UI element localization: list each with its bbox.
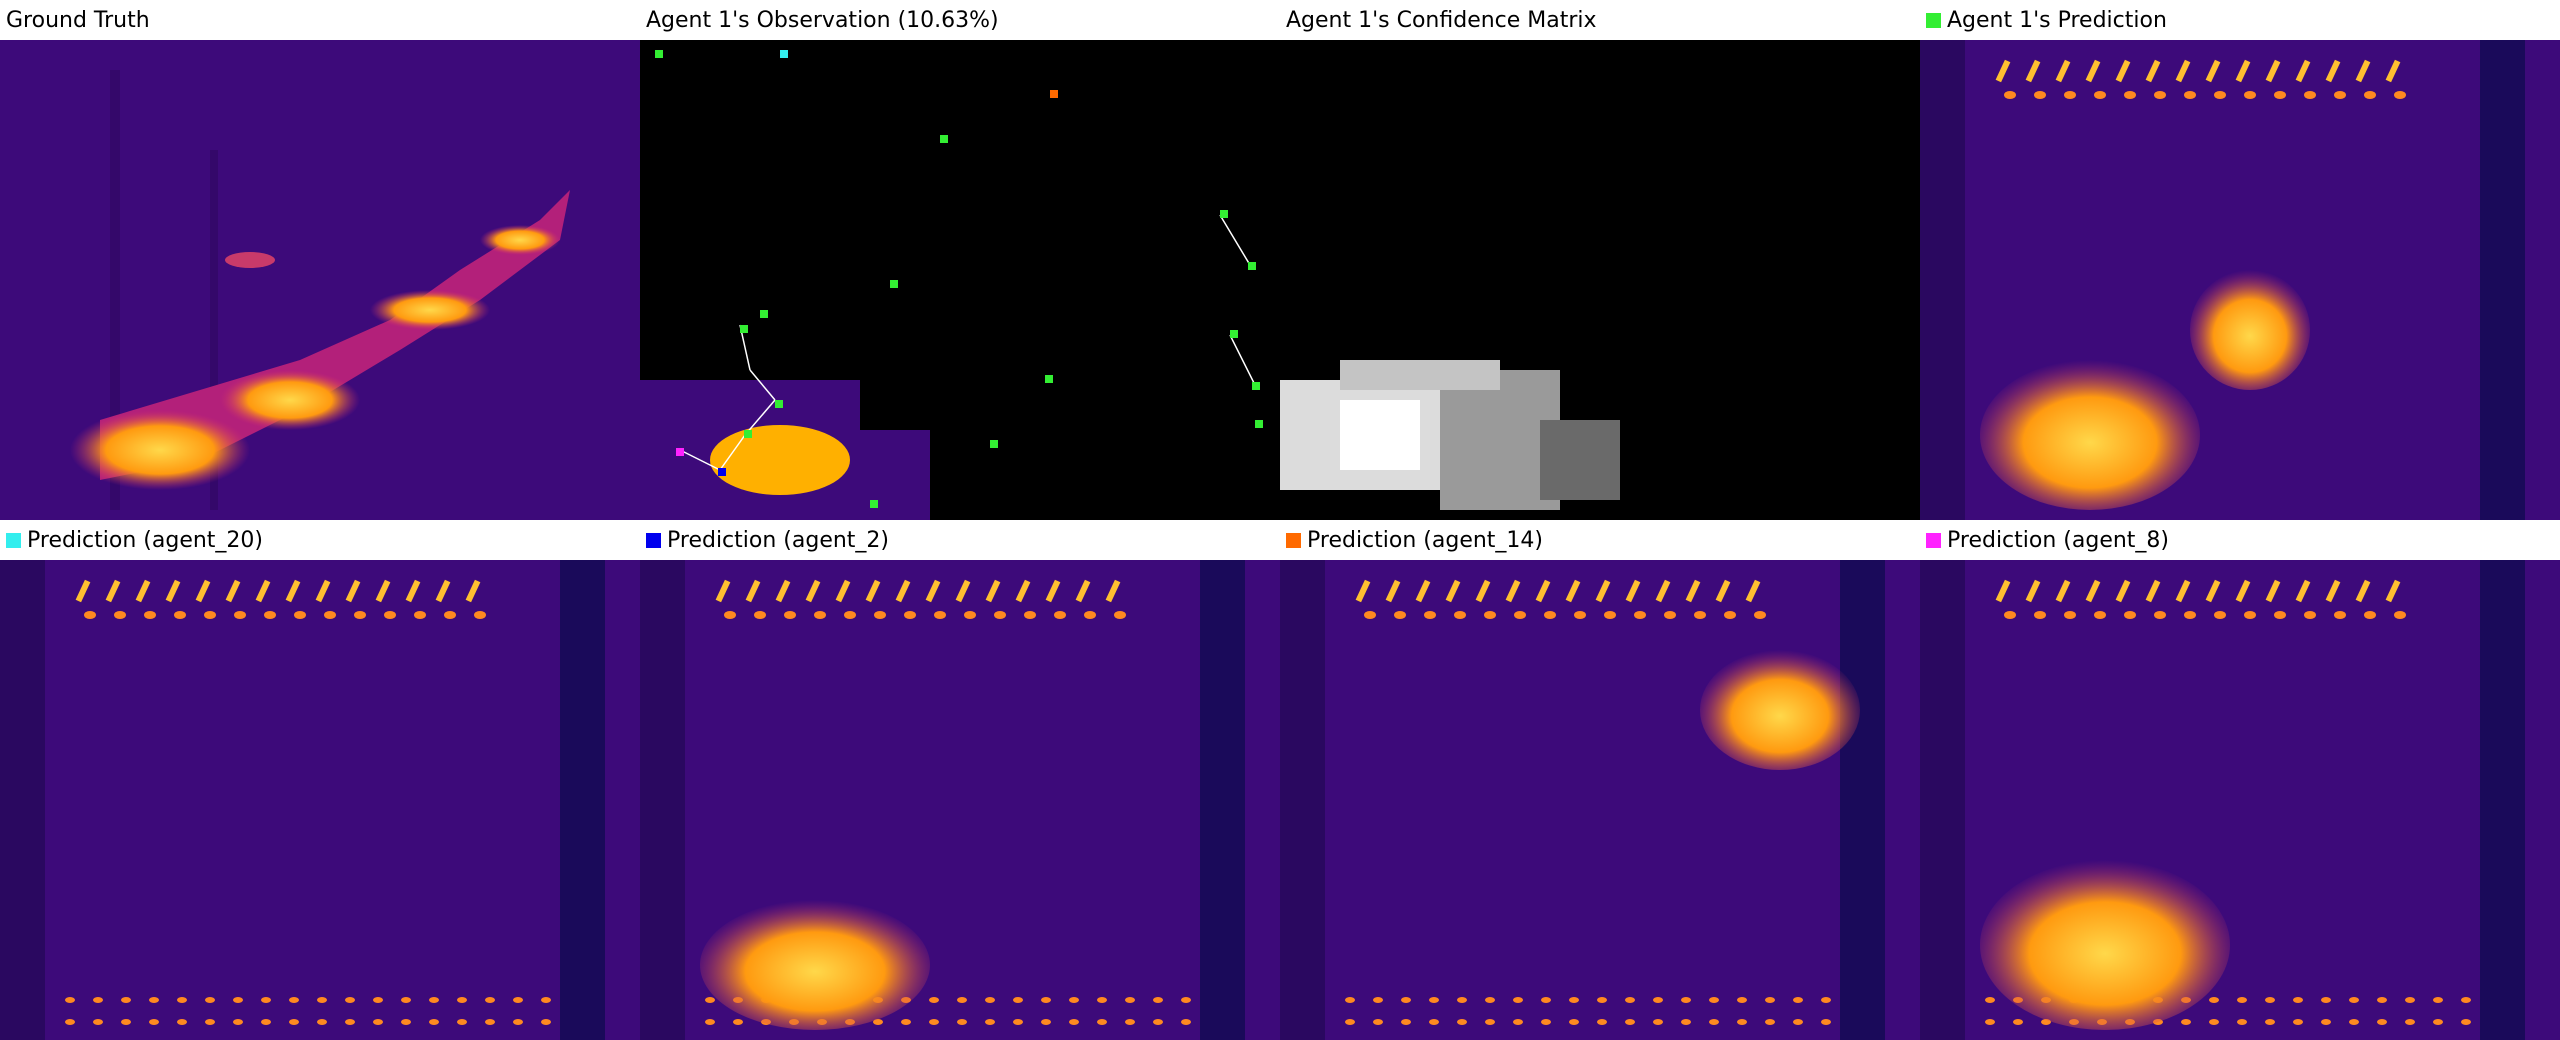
panel-title: Prediction (agent_20) [0, 520, 640, 560]
legend-swatch-icon [6, 532, 21, 548]
agent8-prediction-heatmap [1920, 560, 2560, 1040]
panel-title: Prediction (agent_2) [640, 520, 1280, 560]
confidence-matrix [1280, 40, 1920, 520]
observation-map [640, 40, 1280, 520]
panel-agent20-prediction: Prediction (agent_20) [0, 520, 640, 1040]
agent-markers [655, 50, 1263, 508]
panel-title: Ground Truth [0, 0, 640, 40]
agent2-prediction-heatmap [640, 560, 1280, 1040]
panel-title: Prediction (agent_8) [1920, 520, 2560, 560]
panel-confidence: Agent 1's Confidence Matrix [1280, 0, 1920, 520]
panel-title: Agent 1's Prediction [1920, 0, 2560, 40]
panel-observation: Agent 1's Observation (10.63%) [640, 0, 1280, 520]
agent20-prediction-heatmap [0, 560, 640, 1040]
ground-truth-heatmap [0, 40, 640, 520]
panel-ground-truth: Ground Truth [0, 0, 640, 520]
panel-title: Agent 1's Confidence Matrix [1280, 0, 1920, 40]
panel-agent2-prediction: Prediction (agent_2) [640, 520, 1280, 1040]
agent1-prediction-heatmap [1920, 40, 2560, 520]
panel-agent8-prediction: Prediction (agent_8) [1920, 520, 2560, 1040]
legend-swatch-icon [1286, 532, 1301, 548]
panel-title: Agent 1's Observation (10.63%) [640, 0, 1280, 40]
legend-swatch-icon [1926, 12, 1941, 28]
legend-swatch-icon [1926, 532, 1941, 548]
panel-agent1-prediction: Agent 1's Prediction [1920, 0, 2560, 520]
panel-title: Prediction (agent_14) [1280, 520, 1920, 560]
panel-agent14-prediction: Prediction (agent_14) [1280, 520, 1920, 1040]
legend-swatch-icon [646, 532, 661, 548]
agent14-prediction-heatmap [1280, 560, 1920, 1040]
